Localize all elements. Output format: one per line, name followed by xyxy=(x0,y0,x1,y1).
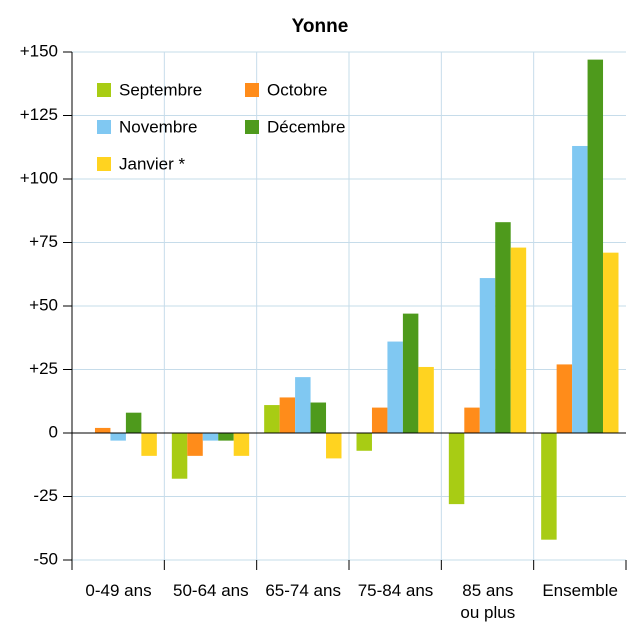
chart-title: Yonne xyxy=(292,16,349,37)
legend-swatch xyxy=(245,83,259,97)
x-tick-label: 75-84 ans xyxy=(357,581,434,600)
bar xyxy=(541,433,557,540)
legend-label: Novembre xyxy=(119,117,197,136)
bar xyxy=(233,433,250,456)
bar xyxy=(603,252,619,433)
y-tick-label: +125 xyxy=(20,105,58,124)
y-tick-label: +25 xyxy=(29,359,58,378)
bar xyxy=(110,433,126,441)
y-tick-label: +100 xyxy=(20,168,58,187)
bar xyxy=(572,145,588,434)
legend-label: Janvier * xyxy=(119,154,186,173)
bar xyxy=(264,405,280,433)
y-tick-label: +150 xyxy=(20,41,58,60)
y-tick-label: 0 xyxy=(49,422,58,441)
legend-swatch xyxy=(97,157,111,171)
y-tick-label: -50 xyxy=(33,549,58,568)
bar xyxy=(218,433,234,441)
y-tick-label: +75 xyxy=(29,232,58,251)
bar xyxy=(94,427,111,433)
x-tick-label: 65-74 ans xyxy=(265,581,341,600)
bar xyxy=(510,247,527,433)
bar xyxy=(187,433,203,456)
x-tick-label: 50-64 ans xyxy=(173,581,249,600)
bar xyxy=(141,433,157,456)
bar xyxy=(371,407,388,433)
legend-label: Septembre xyxy=(119,80,202,99)
bar xyxy=(556,364,573,433)
bar xyxy=(402,313,419,433)
bar xyxy=(326,433,342,459)
bar xyxy=(279,397,296,433)
bar xyxy=(448,433,465,505)
legend-swatch xyxy=(245,120,259,134)
bar xyxy=(310,402,327,433)
x-tick-label: 0-49 ans xyxy=(85,581,152,600)
bar xyxy=(418,366,434,433)
bar xyxy=(479,278,496,433)
bar xyxy=(464,407,480,433)
x-tick-label: Ensemble xyxy=(542,581,618,600)
bar xyxy=(202,433,219,441)
legend-swatch xyxy=(97,83,111,97)
bar xyxy=(495,222,511,433)
legend-label: Octobre xyxy=(267,80,327,99)
bar xyxy=(387,341,403,433)
bar xyxy=(171,433,188,479)
bar xyxy=(125,412,142,433)
bar xyxy=(295,377,311,433)
bar xyxy=(587,59,604,434)
y-tick-label: +50 xyxy=(29,295,58,314)
x-tick-label: 85 ans ou plus xyxy=(460,581,516,622)
y-tick-label: -25 xyxy=(33,486,58,505)
legend-swatch xyxy=(97,120,111,134)
bar xyxy=(356,433,372,451)
legend-label: Décembre xyxy=(267,117,345,136)
